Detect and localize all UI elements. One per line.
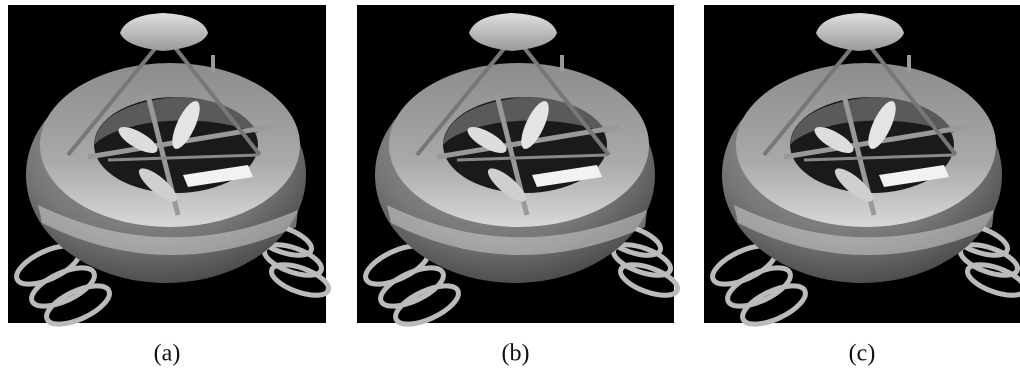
panel-caption: (c) (849, 341, 876, 367)
panel-caption: (a) (154, 341, 181, 367)
render-panel (704, 5, 1020, 332)
render-panel (357, 5, 681, 332)
render-panel (8, 5, 332, 332)
figure: (a) (b) (c) (0, 0, 1020, 375)
panel-caption: (b) (502, 341, 530, 367)
